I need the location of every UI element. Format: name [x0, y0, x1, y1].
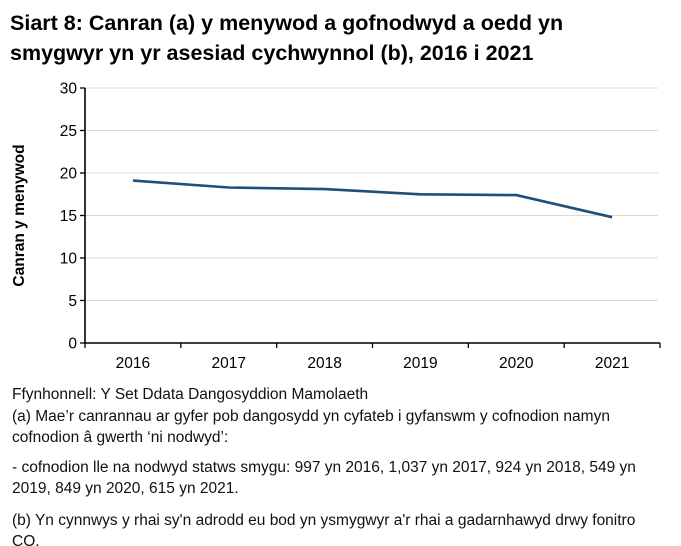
- chart-title: Siart 8: Canran (a) y menywod a gofnodwy…: [10, 11, 564, 65]
- y-tick-label: 10: [60, 251, 78, 268]
- y-tick-label: 20: [60, 166, 78, 183]
- x-tick-label: 2019: [403, 355, 437, 372]
- y-tick-label: 15: [60, 208, 77, 225]
- x-tick-label: 2016: [116, 355, 150, 372]
- footnote-a-detail-line2: 2019, 849 yn 2020, 615 yn 2021.: [12, 480, 239, 497]
- footnotes: Ffynhonnell: Y Set Ddata Dangosyddion Ma…: [0, 375, 681, 546]
- footnote-a-detail-line1: - cofnodion lle na nodwyd statws smygu: …: [12, 459, 636, 476]
- data-line: [132, 179, 613, 219]
- x-tick-label: 2017: [212, 355, 246, 372]
- y-tick-label: 0: [68, 336, 77, 353]
- x-tick-label: 2018: [307, 355, 341, 372]
- line-chart: 0 5 10 15 20 25 30 2016 2017 2018 2019 2020 2021 Canr…: [0, 75, 681, 375]
- footnote-a-line2: cofnodion â gwerth ‘ni nodwyd’:: [12, 429, 229, 446]
- y-tick-label: 30: [60, 81, 78, 98]
- chart-canvas: 0 5 10 15 20 25 30 2016 2017 2018 2019 2020 2021 Canr…: [11, 81, 661, 372]
- y-axis-title: Canran y menywod: [11, 144, 28, 286]
- y-tick-label: 25: [60, 123, 77, 140]
- y-tick-label: 5: [68, 293, 77, 310]
- x-tick-label: 2021: [595, 355, 629, 372]
- footnote-b: (b) Yn cynnwys y rhai sy'n adrodd eu bod…: [12, 512, 636, 546]
- source-note: Ffynhonnell: Y Set Ddata Dangosyddion Ma…: [12, 386, 369, 403]
- footnote-a-line1: (a) Mae’r canrannau ar gyfer pob dangosy…: [12, 408, 610, 425]
- x-tick-label: 2020: [499, 355, 534, 372]
